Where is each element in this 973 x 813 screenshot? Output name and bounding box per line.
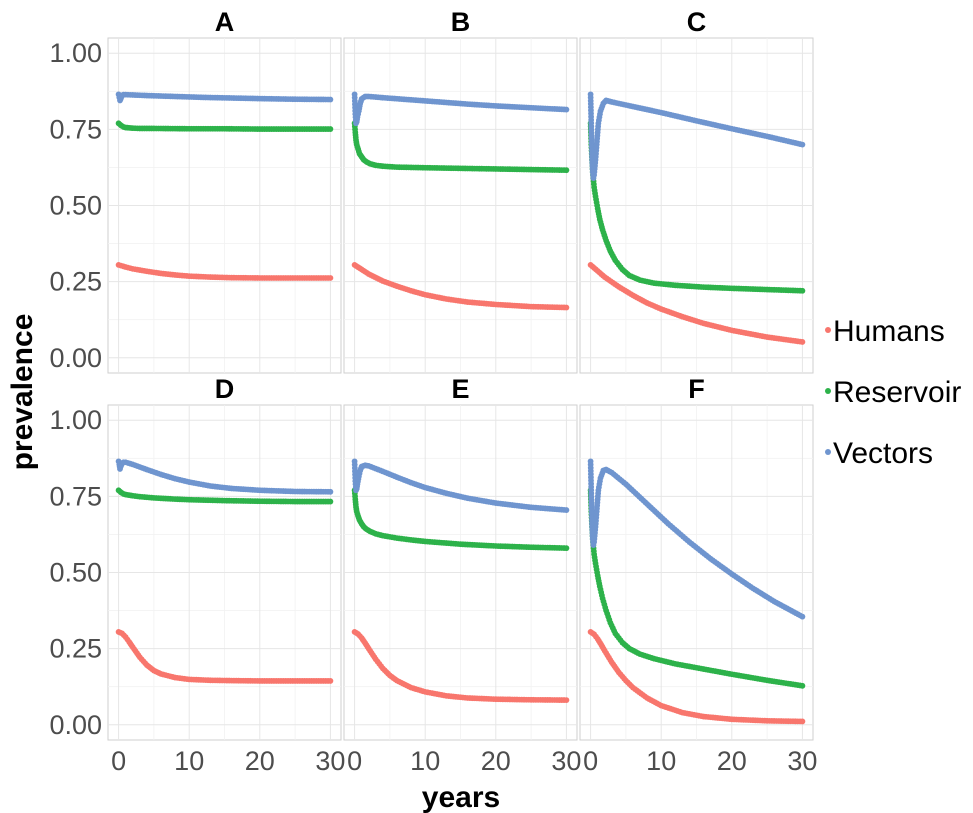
panel-d: D 0.00 0.25 0.50 0.75 1.00 0 10 20 30 bbox=[49, 374, 345, 776]
x-tick-label: 20 bbox=[245, 746, 275, 776]
legend-item-vectors: Vectors bbox=[825, 437, 933, 470]
data-point bbox=[327, 96, 334, 103]
x-tick-label: 30 bbox=[315, 746, 345, 776]
data-point bbox=[327, 488, 334, 495]
legend-marker bbox=[825, 327, 831, 333]
x-tick-label: 30 bbox=[787, 746, 817, 776]
x-tick-label: 0 bbox=[583, 746, 598, 776]
x-tick-label: 10 bbox=[646, 746, 676, 776]
y-axis-title: prevalence bbox=[6, 314, 39, 471]
panel-title: C bbox=[687, 7, 707, 37]
y-tick-label: 0.00 bbox=[49, 343, 102, 373]
series-reservoir bbox=[351, 120, 570, 174]
legend: Humans Reservoir Vectors bbox=[825, 315, 961, 470]
data-point bbox=[327, 126, 334, 132]
y-tick-label: 0.50 bbox=[49, 558, 102, 588]
series-humans bbox=[351, 261, 570, 311]
x-tick-label: 0 bbox=[111, 746, 126, 776]
legend-marker bbox=[825, 449, 831, 455]
series-vectors bbox=[351, 91, 570, 127]
series-vectors bbox=[115, 91, 334, 104]
legend-label: Reservoir bbox=[833, 376, 961, 409]
data-point bbox=[563, 304, 570, 311]
panel-title: D bbox=[215, 374, 235, 404]
x-tick-label: 10 bbox=[410, 746, 440, 776]
panel-title: F bbox=[688, 374, 705, 404]
y-tick-label: 0.75 bbox=[49, 114, 102, 144]
legend-item-reservoir: Reservoir bbox=[825, 376, 961, 409]
series-vectors bbox=[115, 458, 334, 495]
data-point bbox=[799, 141, 806, 148]
axis-labels: years prevalence bbox=[6, 314, 500, 813]
series-reservoir bbox=[351, 487, 570, 552]
data-point bbox=[799, 682, 806, 689]
series-vectors bbox=[351, 458, 570, 513]
data-point bbox=[799, 287, 806, 294]
panel-title: A bbox=[215, 7, 235, 37]
y-tick-label: 0.25 bbox=[49, 267, 102, 297]
series-reservoir bbox=[115, 120, 334, 132]
panel-title: E bbox=[451, 374, 469, 404]
data-point bbox=[799, 339, 806, 345]
data-point bbox=[327, 498, 334, 505]
panel-e: E 0 10 20 30 bbox=[343, 374, 581, 776]
y-tick-label: 0.75 bbox=[49, 481, 102, 511]
x-axis-title: years bbox=[422, 781, 500, 813]
series-reservoir bbox=[587, 487, 806, 689]
panel-a: A 0.00 0.25 0.50 0.75 1.00 bbox=[49, 7, 342, 374]
legend-marker bbox=[825, 388, 831, 394]
series-humans bbox=[351, 628, 570, 703]
panel-title: B bbox=[451, 7, 471, 37]
y-tick-label: 1.00 bbox=[49, 405, 102, 435]
series-humans bbox=[115, 628, 334, 684]
series-humans bbox=[587, 261, 806, 345]
y-tick-label: 0.50 bbox=[49, 191, 102, 221]
legend-item-humans: Humans bbox=[825, 315, 945, 348]
panel-c: C bbox=[579, 7, 814, 374]
data-point bbox=[799, 613, 806, 620]
data-point bbox=[563, 507, 570, 513]
data-point bbox=[563, 545, 570, 552]
panel-f: F 0 10 20 30 bbox=[579, 374, 817, 776]
x-tick-label: 0 bbox=[347, 746, 362, 776]
series-humans bbox=[115, 261, 334, 281]
y-tick-label: 1.00 bbox=[49, 38, 102, 68]
series-reservoir bbox=[115, 487, 334, 505]
series-vectors bbox=[587, 91, 806, 181]
x-tick-label: 30 bbox=[551, 746, 581, 776]
panel-b: B bbox=[343, 7, 578, 374]
x-tick-label: 10 bbox=[174, 746, 204, 776]
y-tick-label: 0.00 bbox=[49, 710, 102, 740]
legend-label: Vectors bbox=[833, 437, 933, 470]
data-point bbox=[327, 678, 334, 684]
data-point bbox=[799, 718, 806, 725]
legend-label: Humans bbox=[833, 315, 945, 348]
series-humans bbox=[587, 628, 806, 725]
facet-panels: A 0.00 0.25 0.50 0.75 1.00 B C D 0.00 0.25 0.50 0.75… bbox=[49, 7, 817, 776]
data-point bbox=[327, 275, 334, 281]
x-tick-label: 20 bbox=[481, 746, 511, 776]
data-point bbox=[563, 167, 570, 174]
y-tick-label: 0.25 bbox=[49, 634, 102, 664]
x-tick-label: 20 bbox=[717, 746, 747, 776]
data-point bbox=[563, 697, 570, 703]
data-point bbox=[563, 106, 570, 113]
series-vectors bbox=[587, 458, 806, 620]
